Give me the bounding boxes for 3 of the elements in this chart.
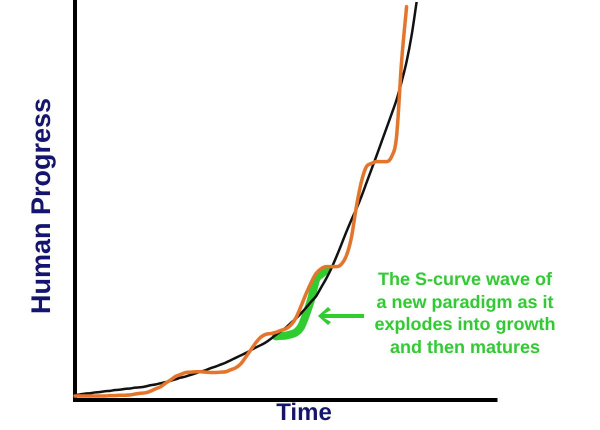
y-axis-title: Human Progress (26, 98, 57, 314)
annotation: The S-curve wave of a new paradigm as it explodes into growth and then matures (373, 268, 556, 358)
x-axis-title: Time (276, 399, 332, 426)
